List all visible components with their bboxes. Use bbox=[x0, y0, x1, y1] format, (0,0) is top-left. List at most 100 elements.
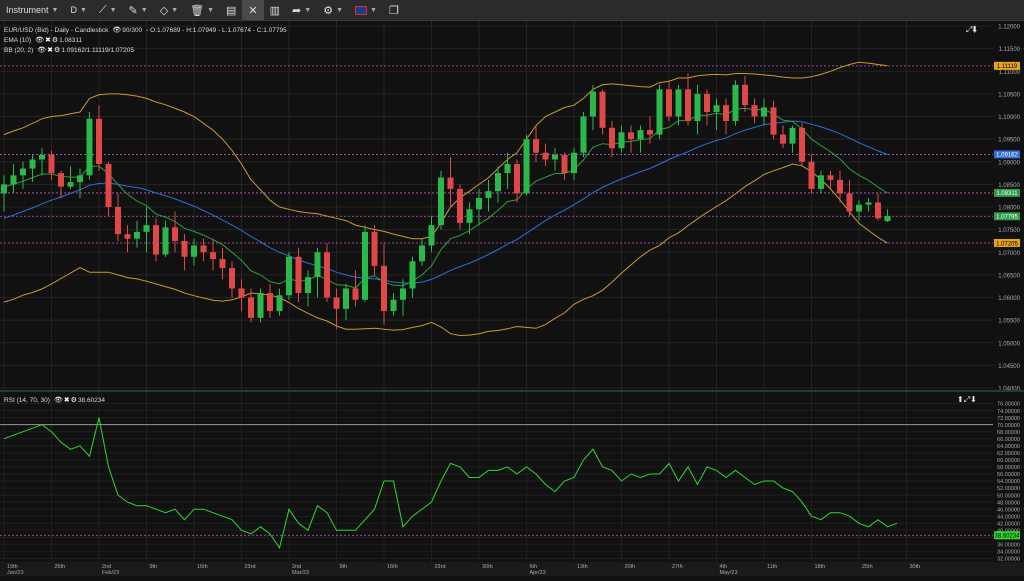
gear-icon[interactable]: ⚙ bbox=[54, 47, 61, 54]
arrow-down-icon[interactable]: ⬇ bbox=[970, 395, 977, 404]
candle bbox=[837, 170, 843, 203]
candle-body bbox=[457, 188, 463, 223]
rsi-chart[interactable]: 76.0000074.0000072.0000070.0000068.00000… bbox=[0, 392, 1024, 576]
price-tick-label: 1.09000 bbox=[998, 160, 1020, 166]
indicators-button[interactable]: ▥ bbox=[264, 0, 286, 20]
settings-dropdown[interactable]: ⚙ ▼ bbox=[317, 0, 349, 20]
candle-body bbox=[276, 295, 283, 312]
rsi-tick-label: 52.00000 bbox=[997, 486, 1020, 492]
chevron-down-icon: ▼ bbox=[171, 6, 179, 14]
chevron-down-icon: ▼ bbox=[109, 6, 117, 14]
candle bbox=[723, 98, 729, 135]
chevron-down-icon: ▼ bbox=[79, 6, 87, 14]
gear-icon[interactable]: ⚙ bbox=[70, 397, 77, 404]
chevron-down-icon: ▼ bbox=[370, 6, 377, 14]
ema-legend: EMA (10) 👁✖⚙1.08311 bbox=[4, 36, 86, 44]
ema-line bbox=[3, 107, 888, 289]
candle bbox=[827, 170, 834, 189]
price-flag bbox=[994, 188, 1020, 197]
candle-body bbox=[295, 256, 302, 293]
share-dropdown[interactable]: ➦ ▼ bbox=[286, 0, 317, 20]
arrow-up-icon[interactable]: ⬆ bbox=[957, 395, 964, 404]
candle-body bbox=[561, 154, 568, 174]
candle bbox=[162, 220, 169, 257]
candle bbox=[542, 143, 549, 167]
candle-body bbox=[219, 259, 226, 269]
eye-icon[interactable]: 👁 bbox=[112, 27, 122, 34]
arrow-down-icon[interactable]: ⬇ bbox=[972, 25, 978, 34]
price-tick-label: 1.05000 bbox=[998, 341, 1020, 347]
rsi-value: 38.60234 bbox=[77, 397, 106, 404]
time-tick-label: 20th bbox=[625, 564, 636, 570]
candle-body bbox=[248, 297, 254, 318]
rsi-tick-label: 58.00000 bbox=[997, 465, 1020, 471]
candle bbox=[704, 89, 710, 126]
delete-dropdown[interactable]: 🗑 ▼ bbox=[184, 0, 220, 20]
time-tick-label: 9th bbox=[340, 564, 348, 570]
crosshair-button[interactable]: ✕ bbox=[242, 0, 264, 20]
candle-body bbox=[48, 154, 55, 174]
candle-body bbox=[200, 245, 207, 253]
candle bbox=[799, 123, 805, 167]
rsi-tick-label: 36.00000 bbox=[997, 543, 1020, 549]
candle-body bbox=[371, 231, 378, 266]
price-tick-label: 1.08500 bbox=[998, 183, 1020, 189]
candle-body bbox=[229, 268, 235, 289]
expand-icon[interactable]: ⤢ bbox=[963, 395, 971, 404]
candle bbox=[808, 154, 815, 194]
rsi-tick-label: 60.00000 bbox=[997, 458, 1020, 464]
panel-separator[interactable] bbox=[0, 390, 1024, 392]
time-tick-label: 4th bbox=[720, 564, 728, 570]
candle bbox=[476, 188, 482, 226]
time-tick-label: 27th bbox=[672, 564, 683, 570]
price-panel[interactable]: 1.12000 1.11500 1.11000 1.10500 1.10000 1.095… bbox=[0, 21, 1024, 393]
candle-body bbox=[476, 197, 482, 210]
language-dropdown[interactable]: ▼ bbox=[349, 0, 383, 20]
candle bbox=[86, 111, 93, 180]
eye-icon[interactable]: 👁 bbox=[37, 47, 47, 54]
candle bbox=[134, 220, 140, 248]
window-button[interactable]: ❐ bbox=[383, 0, 405, 20]
drawing-tools-dropdown[interactable]: ⟋ ▼ bbox=[93, 0, 123, 20]
shapes-dropdown[interactable]: ◇ ▼ bbox=[154, 0, 184, 20]
price-tick-label: 1.07500 bbox=[998, 228, 1020, 234]
eye-icon[interactable]: 👁 bbox=[53, 397, 63, 404]
candle bbox=[324, 243, 330, 303]
candle-body bbox=[713, 105, 720, 112]
candle-body bbox=[694, 93, 701, 122]
candle bbox=[713, 98, 720, 131]
candle-body bbox=[352, 288, 359, 300]
legend-bars: 90/300 bbox=[122, 27, 143, 34]
price-tick-label: 1.10500 bbox=[998, 92, 1020, 98]
close-icon[interactable]: ✖ bbox=[63, 397, 70, 404]
close-icon[interactable]: ✖ bbox=[47, 47, 54, 54]
pencil-tools-dropdown[interactable]: ✎ ▼ bbox=[123, 0, 154, 20]
candle bbox=[67, 166, 74, 189]
candle-body bbox=[742, 84, 748, 106]
candle bbox=[523, 134, 530, 196]
candle bbox=[428, 216, 435, 253]
timeframe-dropdown[interactable]: D ▼ bbox=[64, 0, 92, 20]
time-tick-label: 13th bbox=[577, 564, 588, 570]
expand-icon[interactable]: ⤢ bbox=[966, 25, 973, 34]
rsi-panel[interactable]: 76.00000 74.00000 72.00000 70.00000 68.00000… bbox=[0, 392, 1024, 576]
rsi-tick-label: 50.00000 bbox=[997, 493, 1020, 499]
eye-icon[interactable]: 👁 bbox=[35, 37, 44, 44]
layout-button[interactable]: ▤ bbox=[220, 0, 242, 20]
price-tick-label: 1.07000 bbox=[998, 251, 1020, 257]
price-chart[interactable]: 1.12000 1.11500 1.11000 1.10500 1.10000 1.095… bbox=[0, 21, 1024, 393]
instrument-dropdown[interactable]: Instrument ▼ bbox=[0, 0, 64, 20]
candle-body bbox=[837, 179, 843, 194]
gear-icon[interactable]: ⚙ bbox=[51, 37, 59, 44]
candle bbox=[77, 168, 83, 198]
candle-body bbox=[58, 173, 64, 187]
candle-body bbox=[799, 127, 805, 162]
trash-icon: 🗑 bbox=[190, 4, 205, 17]
candle-body bbox=[362, 231, 368, 300]
pencil-icon: ✎ bbox=[128, 4, 138, 17]
close-icon[interactable]: ✖ bbox=[44, 37, 51, 44]
candle-body bbox=[884, 216, 891, 222]
crosshair-icon: ✕ bbox=[248, 4, 258, 17]
rsi-tick-label: 42.00000 bbox=[997, 521, 1020, 527]
candle-body bbox=[257, 292, 264, 318]
